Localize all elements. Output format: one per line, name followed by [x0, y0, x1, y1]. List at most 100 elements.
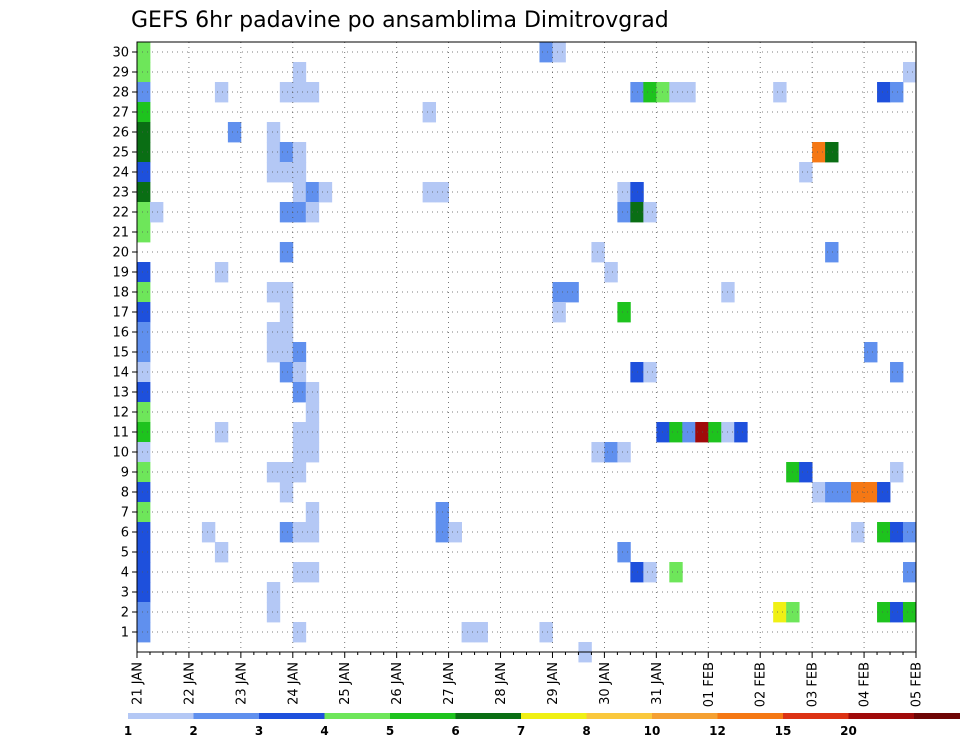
x-axis: 21 JAN 22 JAN 23 JAN 24 JAN 25 JAN 26 JAN 27 J…	[131, 652, 925, 707]
heatmap-cell	[539, 42, 553, 63]
heatmap-cell	[890, 602, 904, 623]
heatmap-cell	[617, 182, 631, 203]
y-tick-label: 3	[121, 586, 129, 601]
y-tick-label: 15	[112, 346, 129, 361]
y-tick-label: 28	[112, 86, 129, 101]
legend-label: 6	[451, 724, 459, 738]
heatmap-cell	[137, 162, 151, 183]
heatmap-cell	[137, 542, 151, 563]
y-tick-label: 27	[112, 106, 129, 121]
heatmap-cell	[825, 242, 839, 263]
legend-label: 20	[840, 724, 857, 738]
heatmap-cell	[292, 362, 307, 383]
y-tick-label: 6	[121, 526, 129, 541]
heatmap-cell	[773, 602, 787, 623]
y-tick-label: 14	[112, 366, 129, 381]
y-tick-label: 4	[121, 566, 129, 581]
heatmap-cell	[903, 602, 917, 623]
x-tick-label: 02 FEB	[754, 662, 769, 707]
heatmap-cell	[773, 82, 787, 103]
heatmap-cell	[799, 462, 813, 483]
heatmap-cell	[422, 182, 437, 203]
heatmap-cell	[266, 142, 281, 163]
y-tick-label: 23	[112, 186, 129, 201]
heatmap-cell	[137, 362, 151, 383]
legend-swatch	[848, 713, 915, 719]
x-tick-label: 28 JAN	[494, 662, 509, 705]
heatmap-cell	[591, 242, 605, 263]
heatmap-cell	[292, 162, 307, 183]
heatmap-cell	[137, 322, 151, 343]
legend-swatch	[455, 713, 522, 719]
heatmap-cell	[292, 182, 307, 203]
heatmap-cell	[266, 462, 281, 483]
heatmap-cells	[137, 42, 917, 663]
heatmap-cell	[604, 262, 618, 283]
x-tick-label: 26 JAN	[390, 662, 405, 705]
heatmap-cell	[292, 462, 307, 483]
heatmap-cell	[279, 242, 294, 263]
y-tick-label: 1	[121, 626, 129, 641]
heatmap-cell	[214, 82, 229, 103]
legend-swatch	[193, 713, 260, 719]
y-tick-label: 11	[112, 426, 129, 441]
heatmap-cell	[279, 282, 294, 303]
legend-label: 4	[320, 724, 328, 738]
heatmap-cell	[266, 122, 281, 143]
y-tick-label: 2	[121, 606, 129, 621]
x-tick-label: 03 FEB	[806, 662, 821, 707]
y-tick-label: 24	[112, 166, 129, 181]
heatmap-cell	[617, 202, 631, 223]
heatmap-cell	[266, 282, 281, 303]
heatmap-cell	[214, 262, 229, 283]
heatmap-cell	[137, 522, 151, 543]
y-tick-label: 12	[112, 406, 129, 421]
x-tick-label: 27 JAN	[442, 662, 457, 705]
heatmap-cell	[448, 522, 462, 543]
heatmap-cell	[292, 562, 307, 583]
heatmap-cell	[890, 462, 904, 483]
heatmap-cell	[279, 142, 294, 163]
heatmap-cell	[137, 102, 151, 123]
heatmap-cell	[266, 162, 281, 183]
y-tick-label: 26	[112, 126, 129, 141]
heatmap-cell	[825, 142, 839, 163]
heatmap-cell	[552, 302, 566, 323]
heatmap-cell	[279, 362, 294, 383]
legend-swatch	[521, 713, 587, 719]
heatmap-cell	[669, 562, 683, 583]
legend-swatch	[390, 713, 456, 719]
heatmap-cell	[877, 602, 891, 623]
heatmap-cell	[279, 482, 294, 503]
y-tick-label: 7	[121, 506, 129, 521]
heatmap-cell	[279, 322, 294, 343]
heatmap-cell	[279, 202, 294, 223]
x-tick-label: 30 JAN	[598, 662, 613, 705]
heatmap-cell	[214, 422, 229, 443]
legend-swatch	[259, 713, 325, 719]
heatmap-cell	[903, 562, 917, 583]
x-tick-label: 22 JAN	[182, 662, 197, 705]
heatmap-cell	[877, 482, 891, 503]
heatmap-cell	[292, 442, 307, 463]
heatmap-cell	[552, 282, 566, 303]
heatmap-cell	[137, 222, 151, 243]
legend-swatch	[324, 713, 391, 719]
heatmap-cell	[266, 582, 281, 603]
heatmap-cell	[695, 422, 709, 443]
heatmap-cell	[292, 342, 307, 363]
y-tick-label: 16	[112, 326, 129, 341]
x-tick-label: 01 FEB	[702, 662, 717, 707]
heatmap-cell	[279, 462, 294, 483]
legend-swatch	[717, 713, 784, 719]
heatmap-cell	[266, 322, 281, 343]
chart-title: GEFS 6hr padavine po ansamblima Dimitrov…	[131, 8, 669, 33]
x-tick-label: 25 JAN	[338, 662, 353, 705]
heatmap-cell	[137, 442, 151, 463]
y-axis: 1234567891011121314151617181920212223242…	[112, 46, 137, 641]
y-tick-label: 13	[112, 386, 129, 401]
heatmap-cell	[137, 502, 151, 523]
heatmap-cell	[266, 342, 281, 363]
heatmap-cell	[890, 522, 904, 543]
heatmap-cell	[903, 62, 917, 83]
